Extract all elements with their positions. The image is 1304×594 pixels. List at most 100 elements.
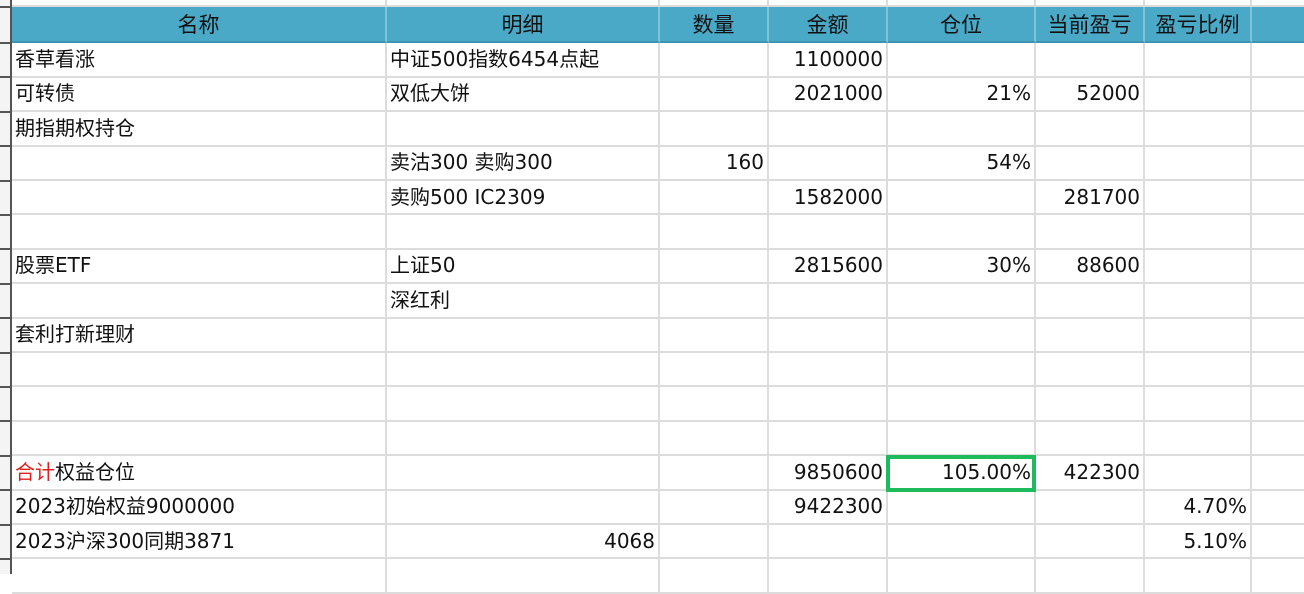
cell-pnl-ratio[interactable]	[1145, 283, 1252, 319]
cell-name[interactable]	[12, 352, 387, 388]
cell-pnl[interactable]	[1036, 421, 1145, 457]
cell-pnl-ratio[interactable]	[1145, 421, 1252, 457]
cell-name[interactable]: 合计权益仓位	[12, 455, 387, 491]
cell-amount[interactable]: 2021000	[769, 77, 888, 113]
cell-extra[interactable]	[1252, 43, 1304, 78]
cell-position[interactable]: 54%	[888, 146, 1036, 182]
cell-pnl-ratio[interactable]	[1145, 387, 1252, 422]
cell-extra[interactable]	[1252, 318, 1304, 354]
cell-quantity[interactable]	[660, 249, 769, 285]
cell-pnl[interactable]: 281700	[1036, 180, 1145, 216]
cell-position[interactable]	[888, 524, 1036, 560]
cell-pnl[interactable]: 88600	[1036, 249, 1145, 285]
cell-pnl-ratio[interactable]	[1145, 77, 1252, 113]
cell-quantity[interactable]	[660, 352, 769, 388]
cell-extra[interactable]	[1252, 559, 1304, 594]
cell-amount[interactable]: 1100000	[769, 43, 888, 78]
cell-pnl[interactable]: 422300	[1036, 455, 1145, 491]
cell-position[interactable]	[888, 111, 1036, 147]
cell-amount[interactable]	[769, 421, 888, 457]
cell-name[interactable]	[12, 146, 387, 182]
cell-quantity[interactable]: 160	[660, 146, 769, 182]
cell-pnl[interactable]	[1036, 490, 1145, 526]
cell-name[interactable]	[12, 283, 387, 319]
cell-top-partial[interactable]	[769, 0, 888, 7]
cell-quantity[interactable]	[660, 455, 769, 491]
column-header-quantity[interactable]: 数量	[660, 7, 769, 43]
cell-detail[interactable]: 中证500指数6454点起	[387, 43, 660, 78]
cell-position[interactable]	[888, 215, 1036, 250]
cell-pnl[interactable]	[1036, 387, 1145, 422]
cell-detail[interactable]: 上证50	[387, 249, 660, 285]
cell-pnl[interactable]	[1036, 215, 1145, 250]
cell-position[interactable]	[888, 283, 1036, 319]
column-header-pnl[interactable]: 当前盈亏	[1036, 7, 1145, 43]
cell-pnl-ratio[interactable]	[1145, 43, 1252, 78]
cell-name[interactable]: 香草看涨	[12, 43, 387, 78]
cell-amount[interactable]	[769, 215, 888, 250]
cell-extra[interactable]	[1252, 146, 1304, 182]
cell-extra[interactable]	[1252, 353, 1304, 388]
cell-amount[interactable]	[769, 559, 888, 594]
cell-pnl[interactable]	[1036, 111, 1145, 147]
cell-position[interactable]	[888, 352, 1036, 388]
cell-quantity[interactable]	[660, 559, 769, 594]
cell-amount[interactable]: 9850600	[769, 455, 888, 491]
cell-pnl-ratio[interactable]	[1145, 352, 1252, 388]
column-header-amount[interactable]: 金额	[769, 7, 888, 43]
cell-name[interactable]: 2023沪深300同期3871	[12, 524, 387, 560]
cell-extra[interactable]	[1252, 249, 1304, 285]
cell-detail[interactable]	[387, 318, 660, 354]
cell-top-partial[interactable]	[12, 0, 387, 7]
cell-extra[interactable]	[1252, 421, 1304, 457]
cell-extra[interactable]	[1252, 456, 1304, 491]
cell-amount[interactable]	[769, 146, 888, 182]
cell-pnl-ratio[interactable]	[1145, 146, 1252, 182]
cell-pnl-ratio[interactable]	[1145, 215, 1252, 250]
cell-quantity[interactable]	[660, 215, 769, 250]
cell-position[interactable]	[888, 180, 1036, 216]
cell-pnl-ratio[interactable]	[1145, 559, 1252, 594]
cell-name[interactable]: 套利打新理财	[12, 318, 387, 354]
cell-amount[interactable]	[769, 111, 888, 147]
cell-detail[interactable]	[387, 352, 660, 388]
cell-position[interactable]	[888, 43, 1036, 78]
cell-top-partial[interactable]	[1252, 0, 1304, 7]
cell-name[interactable]: 股票ETF	[12, 249, 387, 285]
cell-pnl-ratio[interactable]: 4.70%	[1145, 490, 1252, 526]
cell-extra[interactable]	[1252, 77, 1304, 113]
cell-quantity[interactable]	[660, 77, 769, 113]
cell-position[interactable]: 105.00%	[888, 455, 1036, 491]
cell-detail[interactable]	[387, 387, 660, 422]
cell-detail[interactable]: 深红利	[387, 283, 660, 319]
cell-amount[interactable]	[769, 318, 888, 354]
cell-name[interactable]	[12, 215, 387, 250]
column-header-extra[interactable]	[1252, 7, 1304, 43]
cell-extra[interactable]	[1252, 181, 1304, 216]
cell-pnl[interactable]	[1036, 146, 1145, 182]
cell-pnl[interactable]	[1036, 524, 1145, 560]
cell-name[interactable]: 2023初始权益9000000	[12, 490, 387, 526]
cell-amount[interactable]: 1582000	[769, 180, 888, 216]
cell-amount[interactable]	[769, 283, 888, 319]
cell-top-partial[interactable]	[660, 0, 769, 7]
cell-position[interactable]	[888, 421, 1036, 457]
cell-extra[interactable]	[1252, 525, 1304, 560]
cell-pnl[interactable]	[1036, 43, 1145, 78]
cell-name[interactable]	[12, 387, 387, 422]
cell-amount[interactable]	[769, 524, 888, 560]
cell-extra[interactable]	[1252, 284, 1304, 319]
cell-position[interactable]: 21%	[888, 77, 1036, 113]
cell-quantity[interactable]	[660, 180, 769, 216]
cell-extra[interactable]	[1252, 112, 1304, 147]
cell-quantity[interactable]	[660, 387, 769, 422]
cell-amount[interactable]: 2815600	[769, 249, 888, 285]
cell-detail[interactable]	[387, 455, 660, 491]
cell-top-partial[interactable]	[1145, 0, 1252, 7]
cell-name[interactable]: 可转债	[12, 77, 387, 113]
cell-position[interactable]	[888, 318, 1036, 354]
cell-top-partial[interactable]	[888, 0, 1036, 7]
cell-position[interactable]	[888, 387, 1036, 422]
cell-amount[interactable]	[769, 352, 888, 388]
